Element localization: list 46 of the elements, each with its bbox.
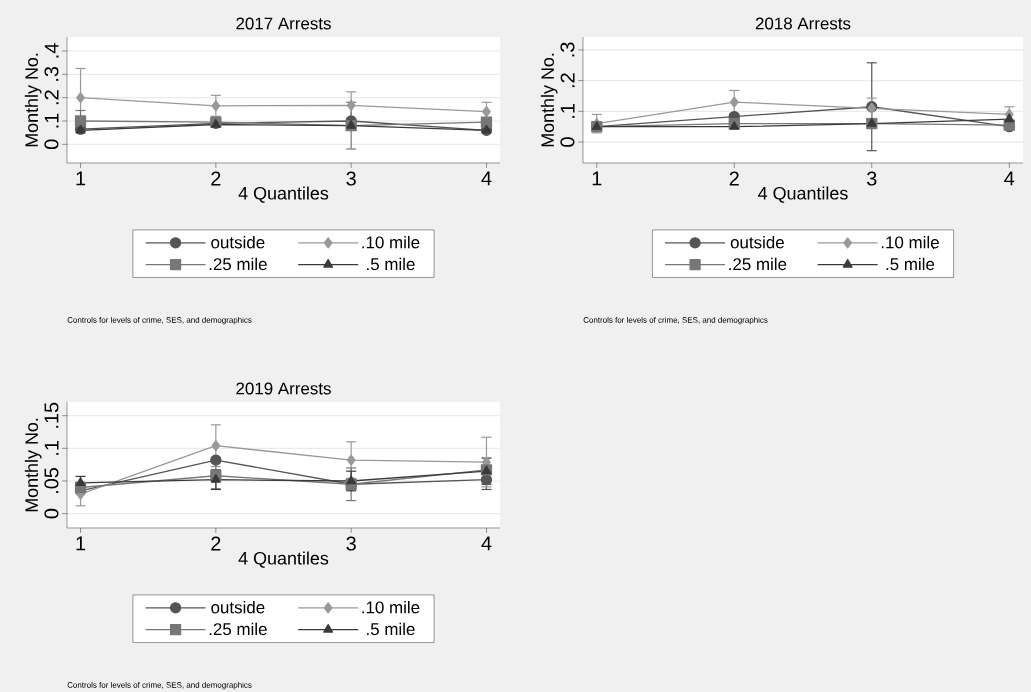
y-tick-label: .3: [560, 42, 575, 57]
chart-title: 2019 Arrests: [236, 382, 331, 395]
chart-title: 2018 Arrests: [755, 17, 851, 30]
x-tick-label: 4: [1004, 171, 1015, 186]
y-tick-label: 0: [44, 139, 59, 150]
x-tick-label: 3: [866, 171, 877, 186]
chart-title: 2017 Arrests: [236, 17, 331, 30]
x-tick-label: 4: [481, 536, 492, 551]
x-tick-label: 4: [481, 171, 492, 186]
y-tick-label: 0: [560, 137, 575, 147]
y-tick-label: .1: [44, 113, 59, 128]
x-tick-label: 1: [592, 171, 602, 186]
legend-label: .25 mile: [729, 257, 787, 271]
x-tick-label: 2: [729, 171, 739, 186]
legend-label: .25 mile: [209, 257, 267, 271]
y-tick-label: 0: [44, 508, 59, 519]
y-axis-title: Monthly No.: [24, 53, 42, 147]
legend-label: .25 mile: [209, 622, 267, 636]
legend-label: .10 mile: [362, 235, 420, 249]
x-tick-label: 3: [346, 536, 356, 551]
y-tick-label: .2: [44, 90, 59, 105]
x-axis-title: 4 Quantiles: [758, 186, 848, 203]
y-tick-label: .4: [44, 43, 59, 58]
legend-label: .10 mile: [881, 235, 939, 249]
x-tick-label: 1: [76, 171, 86, 186]
x-axis-title: 4 Quantiles: [238, 551, 329, 568]
y-tick-label: .1: [560, 104, 575, 118]
y-axis-title: Monthly No.: [24, 418, 42, 512]
y-tick-label: .15: [44, 402, 59, 428]
x-tick-label: 2: [211, 536, 221, 551]
y-tick-label: .3: [44, 66, 59, 81]
legend-label: outside: [211, 600, 265, 614]
legend-label: .5 mile: [367, 257, 415, 271]
x-tick-label: 1: [76, 536, 86, 551]
x-tick-label: 3: [346, 171, 356, 186]
legend-label: .5 mile: [367, 622, 415, 636]
x-axis-title: 4 Quantiles: [238, 186, 329, 203]
x-tick-label: 2: [211, 171, 221, 186]
legend-label: .10 mile: [362, 600, 420, 614]
y-axis-title: Monthly No.: [540, 53, 558, 147]
legend-label: outside: [211, 235, 265, 249]
y-tick-label: .2: [560, 73, 575, 88]
legend-label: .5 mile: [886, 257, 935, 271]
legend-label: outside: [730, 235, 784, 249]
y-tick-label: .1: [44, 441, 59, 455]
y-tick-label: .05: [44, 467, 59, 494]
